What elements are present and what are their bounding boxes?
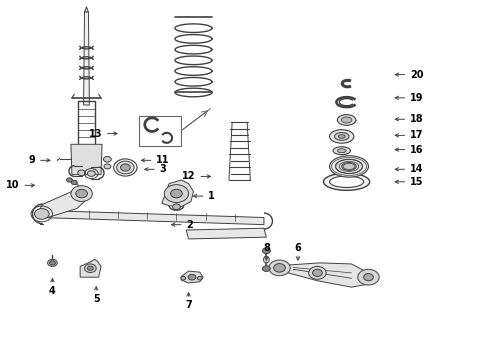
- Ellipse shape: [329, 176, 363, 188]
- Ellipse shape: [329, 130, 353, 143]
- Circle shape: [164, 185, 188, 203]
- Text: 12: 12: [182, 171, 196, 181]
- Circle shape: [84, 264, 96, 273]
- Polygon shape: [80, 259, 101, 277]
- Ellipse shape: [337, 114, 355, 125]
- Circle shape: [34, 208, 49, 219]
- Circle shape: [363, 274, 372, 281]
- Text: 18: 18: [409, 114, 423, 124]
- Ellipse shape: [335, 159, 362, 174]
- Text: 1: 1: [207, 191, 214, 201]
- Text: 6: 6: [294, 243, 301, 252]
- Polygon shape: [186, 228, 266, 239]
- Ellipse shape: [332, 147, 350, 155]
- Ellipse shape: [334, 132, 348, 140]
- Circle shape: [116, 161, 134, 174]
- Circle shape: [78, 170, 85, 176]
- Circle shape: [170, 189, 182, 198]
- Circle shape: [120, 164, 130, 171]
- Text: 16: 16: [409, 145, 423, 155]
- Circle shape: [268, 260, 289, 276]
- Circle shape: [87, 171, 95, 176]
- Text: 17: 17: [409, 130, 423, 140]
- Circle shape: [49, 261, 55, 265]
- Text: 11: 11: [156, 156, 169, 165]
- Polygon shape: [162, 180, 193, 207]
- Text: 2: 2: [186, 220, 192, 230]
- Circle shape: [47, 259, 57, 266]
- Circle shape: [262, 248, 270, 253]
- Text: 14: 14: [409, 164, 423, 174]
- Polygon shape: [71, 144, 102, 175]
- Ellipse shape: [323, 173, 369, 190]
- Ellipse shape: [341, 162, 356, 170]
- Circle shape: [197, 276, 202, 280]
- Circle shape: [308, 266, 325, 279]
- Polygon shape: [83, 12, 89, 105]
- Circle shape: [357, 269, 378, 285]
- Text: 10: 10: [6, 180, 20, 190]
- Circle shape: [71, 180, 77, 185]
- Circle shape: [262, 266, 270, 271]
- Circle shape: [71, 186, 92, 202]
- Circle shape: [273, 264, 285, 272]
- Polygon shape: [84, 7, 88, 12]
- Text: 7: 7: [185, 300, 192, 310]
- Ellipse shape: [337, 149, 346, 153]
- Polygon shape: [38, 192, 86, 217]
- Text: 20: 20: [409, 69, 423, 80]
- Ellipse shape: [329, 156, 368, 177]
- Text: 19: 19: [409, 93, 423, 103]
- Circle shape: [87, 266, 93, 270]
- Circle shape: [188, 274, 196, 280]
- Text: 3: 3: [159, 164, 166, 174]
- Text: 15: 15: [409, 177, 423, 187]
- Text: 5: 5: [93, 294, 100, 304]
- Polygon shape: [276, 263, 370, 287]
- Text: 4: 4: [49, 286, 56, 296]
- Circle shape: [66, 178, 72, 182]
- Circle shape: [104, 164, 111, 169]
- Circle shape: [103, 157, 111, 162]
- Circle shape: [181, 276, 185, 280]
- Circle shape: [312, 269, 322, 276]
- Text: 9: 9: [29, 156, 35, 165]
- Ellipse shape: [338, 135, 345, 138]
- Ellipse shape: [263, 256, 269, 263]
- Polygon shape: [40, 210, 264, 225]
- Text: 8: 8: [263, 243, 269, 252]
- Bar: [138, 116, 181, 146]
- Circle shape: [76, 189, 87, 198]
- Text: 13: 13: [89, 129, 102, 139]
- Circle shape: [172, 204, 180, 210]
- Polygon shape: [181, 271, 203, 283]
- Ellipse shape: [341, 117, 351, 123]
